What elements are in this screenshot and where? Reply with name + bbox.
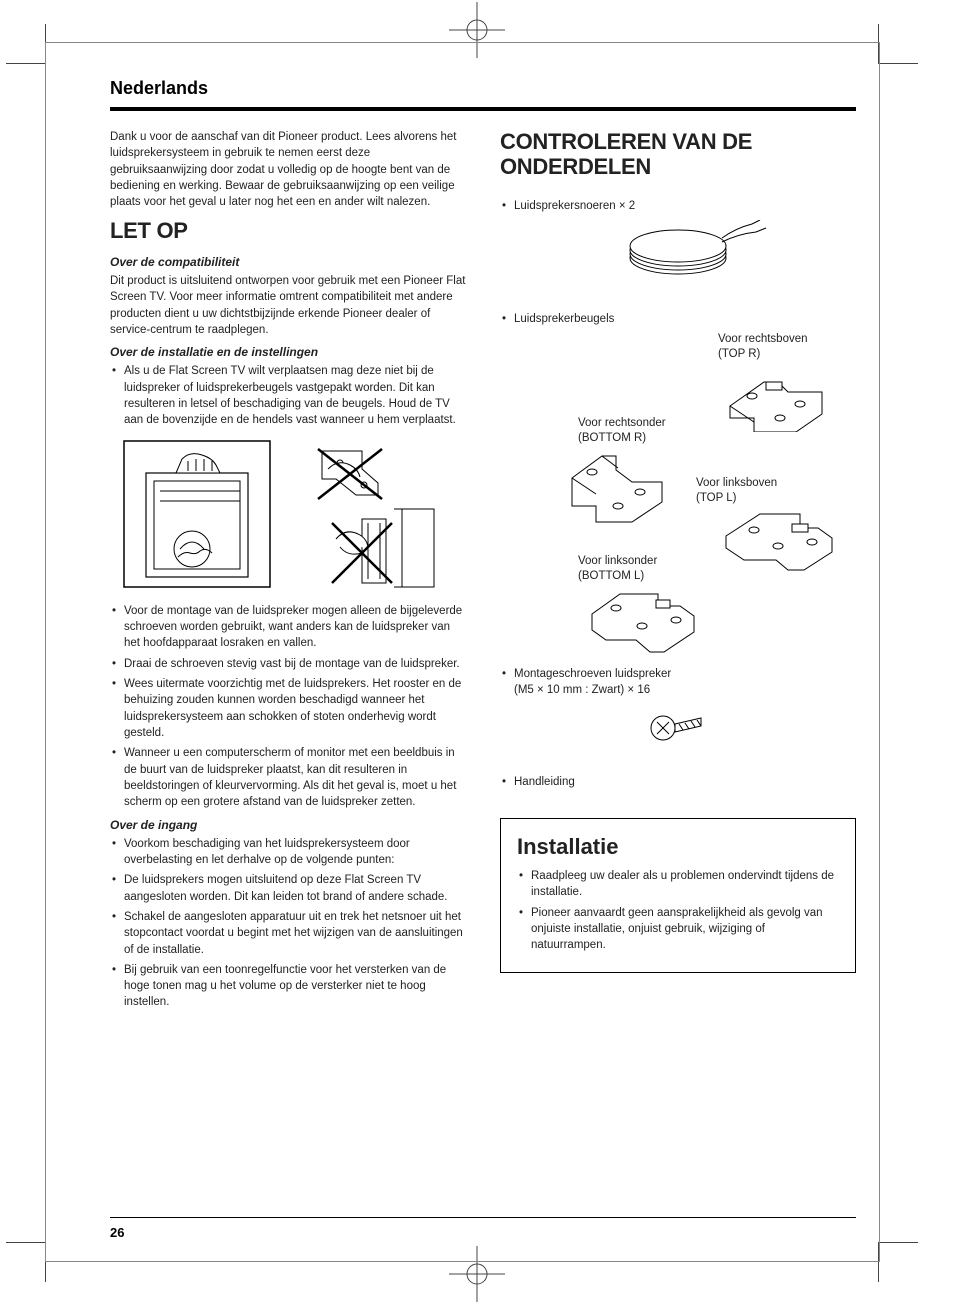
bracket-svg-bottom-l [586,584,706,661]
figure-screw [500,706,856,755]
list-item: Voorkom beschadiging van het luidspreker… [110,836,466,869]
footer-rule [110,1217,856,1218]
bracket-label-top-r: Voor rechtsboven (TOP R) [718,332,808,362]
right-column: CONTROLEREN VAN DE ONDERDELEN Luidspreke… [500,129,856,1015]
installation-box: Installatie Raadpleeg uw dealer als u pr… [500,818,856,973]
install-heading: Over de installatie en de instellingen [110,344,466,361]
screws-label: Montageschroeven luidspreker [514,668,671,680]
bracket-label-top-l: Voor linksboven (TOP L) [696,476,777,506]
bracket-label-bottom-l: Voor linksonder (BOTTOM L) [578,554,657,584]
header-rule [110,107,856,111]
list-item: De luidsprekers mogen uitsluitend op dez… [110,872,466,905]
parts-brackets: Luidsprekerbeugels [500,311,856,327]
list-item: Draai de schroeven stevig vast bij de mo… [110,656,466,672]
list-item: Raadpleeg uw dealer als u problemen onde… [517,868,839,901]
parts-screws: Montageschroeven luidspreker (M5 × 10 mm… [500,666,856,699]
figure-wrong-handling [292,439,442,589]
list-item: Schakel de aangesloten apparatuur uit en… [110,909,466,958]
parts-cables: Luidsprekersnoeren × 2 [500,198,856,214]
compat-heading: Over de compatibiliteit [110,254,466,271]
compat-text: Dit product is uitsluitend ontworpen voo… [110,273,466,338]
registration-mark-bottom [449,1246,505,1302]
bracket-label-bottom-r: Voor rechtsonder (BOTTOM R) [578,416,666,446]
bracket-svg-top-l [720,506,840,581]
figure-speaker-cables [500,220,856,287]
input-heading: Over de ingang [110,817,466,834]
bracket-diagram-area: Voor rechtsboven (TOP R) Voor rechtsonde… [500,332,856,652]
list-item: Als u de Flat Screen TV wilt verplaatsen… [110,363,466,428]
list-item: Wees uitermate voorzichtig met de luidsp… [110,676,466,741]
page-number: 26 [110,1225,124,1240]
left-column: Dank u voor de aanschaf van dit Pioneer … [110,129,466,1015]
crop-mark-br [878,1242,918,1282]
caution-heading: LET OP [110,215,466,246]
screws-spec: (M5 × 10 mm : Zwart) × 16 [514,684,650,696]
intro-paragraph: Dank u voor de aanschaf van dit Pioneer … [110,129,466,211]
list-item: Wanneer u een computerscherm of monitor … [110,745,466,810]
parts-manual: Handleiding [500,774,856,790]
parts-heading: CONTROLEREN VAN DE ONDERDELEN [500,129,856,180]
handling-figures [122,439,466,589]
list-item: Bij gebruik van een toonregelfunctie voo… [110,962,466,1011]
list-item: Voor de montage van de luidspreker mogen… [110,603,466,652]
language-heading: Nederlands [110,78,856,99]
bracket-svg-bottom-r [566,446,676,529]
bracket-svg-top-r [722,362,832,437]
install-box-heading: Installatie [517,831,839,862]
crop-mark-bl [6,1242,46,1282]
figure-correct-handling [122,439,272,589]
list-item: Pioneer aanvaardt geen aansprakelijkheid… [517,905,839,954]
trim-line [45,1261,880,1262]
